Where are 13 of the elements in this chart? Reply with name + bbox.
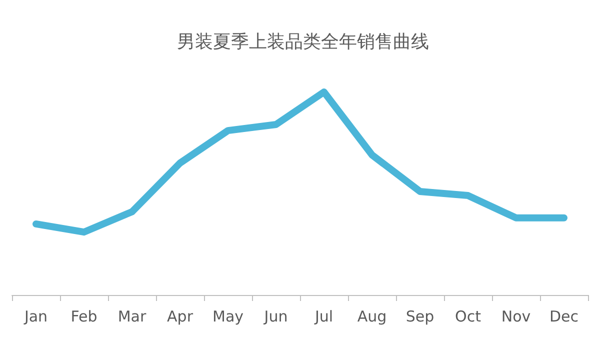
x-tick-label: Jun bbox=[263, 308, 288, 326]
chart-title: 男装夏季上装品类全年销售曲线 bbox=[177, 32, 429, 52]
x-tick-label: Nov bbox=[501, 308, 531, 326]
x-tick-label: Dec bbox=[549, 308, 579, 326]
x-tick-label: Oct bbox=[455, 308, 482, 326]
x-tick-label: Aug bbox=[357, 308, 387, 326]
x-tick-label: Mar bbox=[118, 308, 147, 326]
x-tick-label: Sep bbox=[406, 308, 434, 326]
x-tick-label: Jul bbox=[314, 308, 334, 326]
x-tick-label: May bbox=[212, 308, 244, 326]
x-tick-label: Apr bbox=[167, 308, 194, 326]
x-tick-label: Feb bbox=[70, 308, 98, 326]
x-tick-label: Jan bbox=[23, 308, 48, 326]
